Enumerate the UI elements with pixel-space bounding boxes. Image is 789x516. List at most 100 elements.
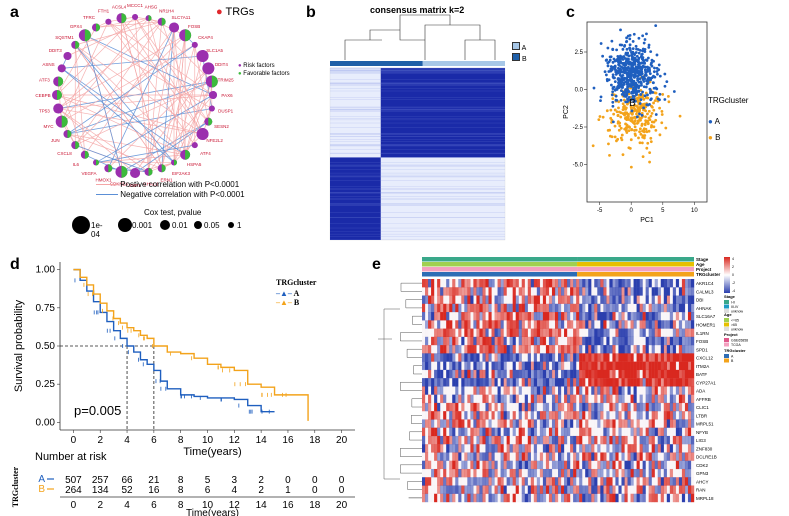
heat-cell: [491, 361, 495, 371]
heat-cell: [491, 320, 495, 329]
heat-cell: [669, 477, 674, 486]
heat-cell: [521, 394, 525, 404]
legend-swatch: [724, 322, 729, 327]
heat-cell: [609, 279, 613, 288]
heat-cell: [530, 361, 535, 371]
heat-cell: [636, 369, 640, 379]
heat-cell: [645, 485, 649, 494]
x-tick-label: 5: [661, 208, 665, 214]
heat-cell: [564, 295, 568, 304]
correlation-edge: [148, 17, 186, 36]
heat-cell: [579, 452, 583, 461]
heat-cell: [542, 394, 547, 404]
heat-cell: [542, 493, 547, 503]
heat-cell: [630, 279, 634, 288]
heat-cell: [573, 452, 577, 461]
heat-cell: [615, 312, 619, 321]
heat-cell: [422, 279, 426, 288]
heat-cell: [573, 287, 577, 296]
heat-cell: [479, 279, 483, 288]
heat-cell: [678, 419, 683, 428]
heat-cell: [488, 345, 492, 354]
heat-cell: [621, 336, 625, 346]
heat-cell: [521, 477, 525, 486]
heat-cell: [651, 452, 655, 461]
annotation-bar: [422, 267, 578, 272]
heat-cell: [467, 320, 471, 329]
heat-cell: [539, 419, 544, 428]
heat-cell: [506, 460, 510, 470]
heat-cell: [455, 353, 459, 362]
heat-cell: [542, 477, 547, 486]
heat-cell: [521, 336, 525, 346]
heat-cell: [455, 485, 459, 494]
heat-cell: [618, 468, 622, 478]
heat-cell: [579, 394, 583, 404]
scatter-point-B: [635, 112, 638, 116]
gene-label: HSPA5: [187, 162, 202, 167]
heat-cell: [609, 485, 613, 494]
gene-label: JUN: [51, 138, 60, 143]
heat-cell: [687, 312, 692, 321]
heat-cell: [600, 477, 604, 486]
heat-cell: [464, 402, 468, 412]
heat-cell: [636, 353, 640, 362]
heat-cell: [437, 394, 441, 404]
heat-cell: [455, 468, 459, 478]
heat-cell: [627, 328, 631, 338]
heat-cell: [636, 444, 640, 453]
heat-cell: [497, 287, 501, 296]
heat-cell: [606, 411, 610, 420]
heat-cell: [548, 295, 553, 304]
heat-cell: [530, 394, 535, 404]
heat-cell: [561, 419, 565, 428]
heat-cell: [515, 320, 519, 329]
heat-cell: [512, 444, 516, 453]
heat-cell: [461, 427, 465, 437]
heat-cell: [654, 468, 658, 478]
scatter-point-B: [642, 102, 646, 106]
correlation-edge: [84, 35, 122, 172]
heat-cell: [521, 328, 525, 338]
heat-cell: [485, 386, 489, 395]
heat-cell: [618, 485, 622, 494]
heat-cell: [461, 386, 465, 395]
heat-cell: [609, 303, 613, 313]
heat-cell: [488, 386, 492, 395]
heat-cell: [491, 419, 495, 428]
heat-cell: [663, 328, 667, 338]
annotation-bar: [422, 257, 578, 262]
scatter-point-A: [625, 47, 629, 51]
legend-item: I-II: [731, 301, 735, 305]
heat-cell: [651, 279, 655, 288]
scatter-point-A: [626, 75, 630, 79]
scatter-point-A: [631, 88, 635, 92]
gene-label: FTH1: [98, 8, 110, 13]
correlation-edge: [134, 162, 175, 174]
heat-cell: [663, 427, 667, 437]
heat-cell: [672, 493, 677, 503]
y-tick-label: 0.00: [36, 417, 56, 428]
heat-cell: [440, 295, 444, 304]
scatter-point-B: [642, 130, 646, 134]
heat-cell: [431, 493, 435, 503]
heat-cell: [449, 336, 453, 346]
gene-label: CEBPB: [35, 93, 50, 98]
scatter-point-A: [609, 55, 613, 59]
correlation-edge: [58, 94, 214, 109]
heat-cell: [684, 320, 689, 329]
heat-cell: [651, 477, 655, 486]
heat-cell: [473, 353, 477, 362]
heat-cell: [425, 279, 429, 288]
heat-cell: [558, 460, 562, 470]
correlation-edge: [161, 44, 196, 169]
gene-label: SLC1A5: [206, 48, 223, 53]
scatter-point-A: [633, 53, 637, 57]
heat-cell: [558, 369, 562, 379]
heat-cell: [500, 295, 504, 304]
heat-cell: [440, 468, 444, 478]
gene-label: MCCC1: [127, 3, 143, 8]
heat-cell: [567, 369, 571, 379]
scatter-point-A: [640, 72, 644, 76]
heat-cell: [639, 435, 643, 445]
